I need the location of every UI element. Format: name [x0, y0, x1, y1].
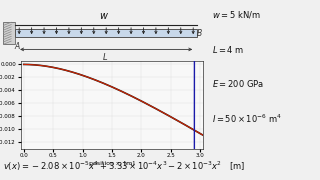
Text: $w = 5\ \mathrm{kN/m}$: $w = 5\ \mathrm{kN/m}$: [212, 9, 261, 20]
Text: B: B: [197, 29, 203, 38]
Text: L: L: [103, 53, 108, 62]
Text: w: w: [99, 10, 107, 21]
Text: $L = 4\ \mathrm{m}$: $L = 4\ \mathrm{m}$: [212, 44, 244, 55]
Bar: [3, 22, 15, 44]
Text: $v(x)=-2.08\times10^{-5}x^4+3.33\times10^{-4}x^3-2\times10^{-3}x^2\quad[\mathrm{: $v(x)=-2.08\times10^{-5}x^4+3.33\times10…: [3, 159, 245, 173]
Bar: [15, 29, 197, 37]
X-axis label: position x, [m]: position x, [m]: [89, 161, 135, 166]
Text: $I = 50\times10^{-6}\ \mathrm{m}^4$: $I = 50\times10^{-6}\ \mathrm{m}^4$: [212, 113, 282, 125]
Text: A: A: [15, 42, 20, 51]
Text: $E = 200\ \mathrm{GPa}$: $E = 200\ \mathrm{GPa}$: [212, 78, 264, 89]
